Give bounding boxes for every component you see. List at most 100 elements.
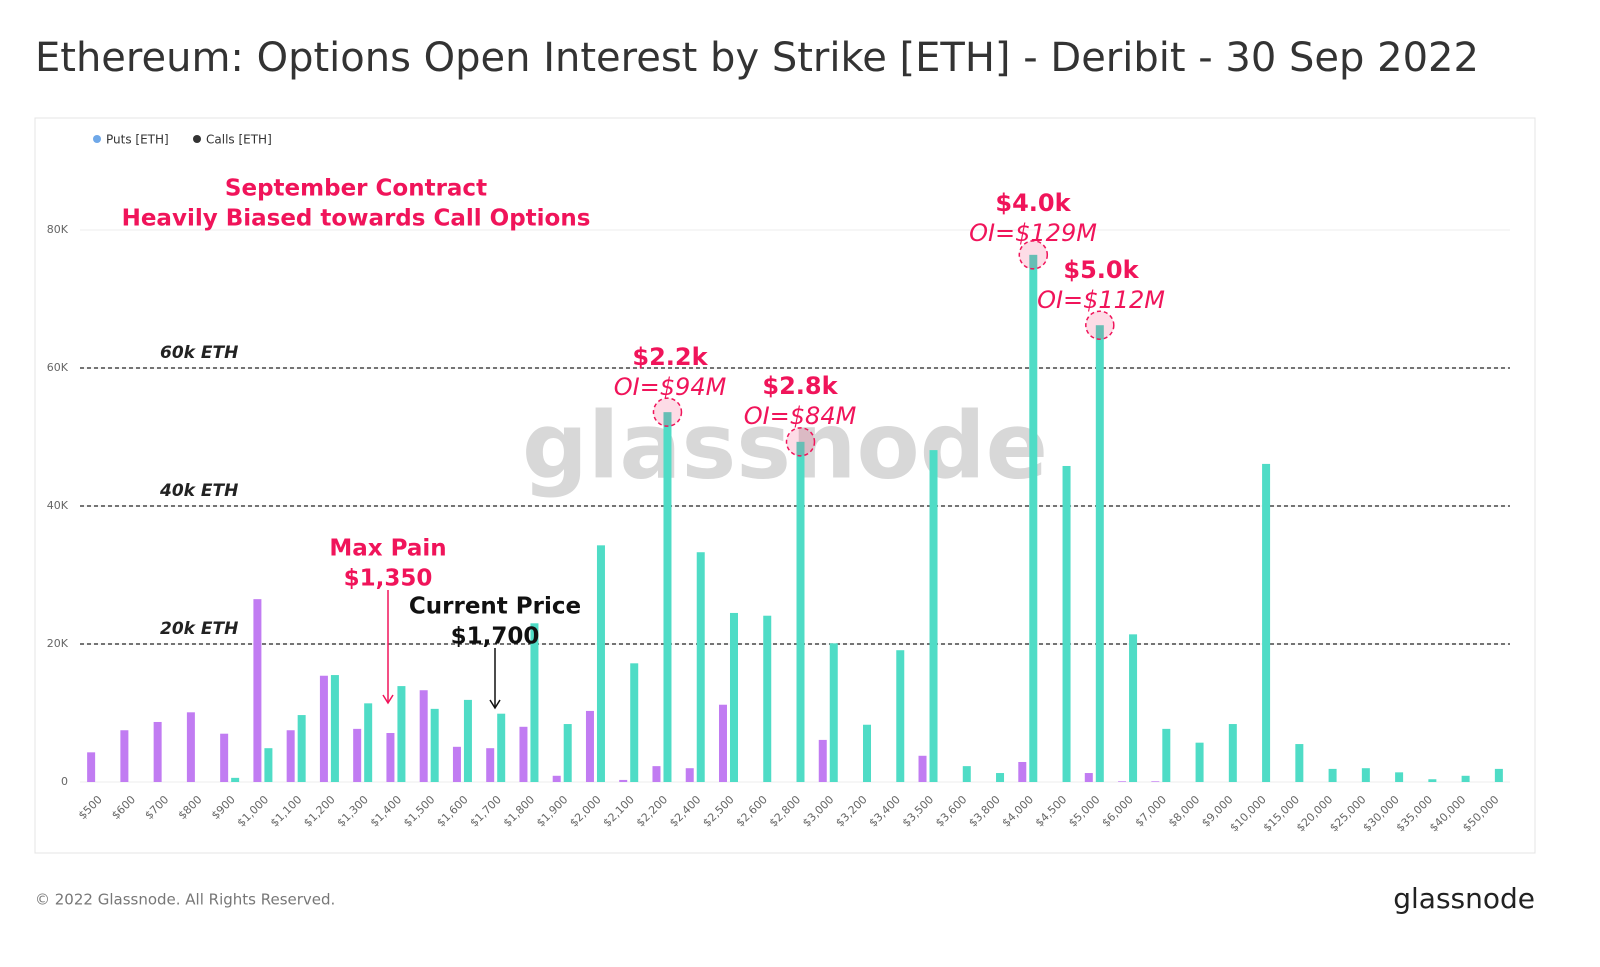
logo: glassnode bbox=[1393, 882, 1535, 915]
bar bbox=[818, 739, 827, 782]
y-tick-label: 40K bbox=[47, 499, 69, 512]
highlight-circle bbox=[1018, 240, 1049, 270]
bar bbox=[663, 412, 672, 782]
bar bbox=[330, 675, 339, 782]
annotation: $1,350 bbox=[344, 566, 433, 592]
bar bbox=[1151, 781, 1160, 782]
reference-label: 20k ETH bbox=[160, 619, 238, 639]
bar bbox=[386, 733, 395, 782]
bar bbox=[87, 752, 96, 782]
bar bbox=[1095, 325, 1104, 782]
bar bbox=[430, 708, 439, 782]
bar bbox=[796, 441, 805, 782]
bar bbox=[1395, 772, 1404, 782]
annotation: Heavily Biased towards Call Options bbox=[122, 206, 591, 232]
bar bbox=[186, 712, 195, 782]
bar bbox=[153, 721, 162, 782]
annotation: Current Price bbox=[409, 594, 581, 620]
bar bbox=[1018, 761, 1027, 782]
annotation: $2.2k bbox=[632, 343, 708, 371]
bar bbox=[996, 773, 1005, 782]
arrow-head bbox=[489, 699, 501, 710]
annotation: $1,700 bbox=[451, 624, 540, 650]
bar bbox=[519, 726, 528, 782]
arrow-head bbox=[382, 694, 394, 705]
bar bbox=[929, 450, 938, 782]
bar bbox=[918, 755, 927, 782]
bar bbox=[297, 715, 306, 782]
bar bbox=[1162, 728, 1171, 782]
legend-label: Puts [ETH] bbox=[106, 133, 169, 147]
watermark: glassnode bbox=[522, 392, 1048, 499]
bar bbox=[630, 663, 639, 782]
highlight-circle bbox=[652, 397, 683, 427]
bar bbox=[1328, 768, 1337, 782]
annotation: Max Pain bbox=[329, 536, 446, 562]
bar bbox=[1295, 744, 1304, 782]
reference-label: 40k ETH bbox=[159, 481, 238, 501]
bar bbox=[497, 713, 506, 782]
bar bbox=[253, 599, 262, 782]
annotation: OI=$84M bbox=[744, 402, 857, 430]
bar bbox=[120, 730, 129, 782]
bar bbox=[729, 612, 738, 782]
footer: © 2022 Glassnode. All Rights Reserved. bbox=[35, 891, 335, 909]
bar bbox=[319, 675, 328, 782]
y-tick-label: 60K bbox=[47, 361, 69, 374]
bar bbox=[652, 766, 661, 782]
y-tick-label: 80K bbox=[47, 223, 69, 236]
bar bbox=[364, 703, 373, 782]
bar bbox=[1361, 768, 1370, 782]
bar bbox=[1084, 773, 1093, 782]
annotation: OI=$129M bbox=[969, 219, 1097, 247]
bar bbox=[1228, 724, 1237, 782]
bar bbox=[1118, 781, 1127, 782]
bar bbox=[1129, 634, 1138, 782]
bar bbox=[863, 724, 872, 782]
highlight-circle bbox=[1085, 310, 1115, 340]
bar bbox=[1428, 779, 1437, 782]
bar bbox=[585, 710, 594, 782]
bar bbox=[1461, 775, 1470, 782]
annotation: $4.0k bbox=[995, 189, 1071, 217]
bar bbox=[486, 748, 495, 782]
bar bbox=[1029, 254, 1038, 783]
bar bbox=[1262, 463, 1271, 782]
annotation: $5.0k bbox=[1063, 256, 1139, 284]
reference-label: 60k ETH bbox=[160, 343, 238, 363]
bar bbox=[419, 690, 428, 782]
annotation: OI=$112M bbox=[1037, 286, 1165, 314]
bar bbox=[264, 748, 273, 782]
bar bbox=[1062, 465, 1071, 782]
bar bbox=[619, 779, 628, 782]
bar bbox=[1494, 768, 1503, 782]
bar bbox=[563, 724, 572, 782]
bar bbox=[353, 728, 362, 782]
bar bbox=[896, 650, 905, 782]
bar bbox=[463, 699, 472, 782]
chart-title: Ethereum: Options Open Interest by Strik… bbox=[35, 35, 1479, 81]
bar bbox=[829, 643, 838, 782]
bar bbox=[596, 545, 605, 782]
bar bbox=[696, 552, 705, 782]
legend-marker bbox=[93, 135, 101, 143]
annotation: $2.8k bbox=[762, 372, 838, 400]
bar bbox=[452, 746, 461, 782]
bar bbox=[552, 775, 561, 782]
bar bbox=[286, 730, 295, 782]
annotation: OI=$94M bbox=[614, 373, 727, 401]
bar bbox=[962, 766, 971, 782]
y-tick-label: 0 bbox=[61, 775, 68, 788]
legend-marker bbox=[193, 135, 201, 143]
annotation: September Contract bbox=[225, 176, 487, 202]
bar bbox=[1195, 742, 1204, 782]
bar bbox=[763, 615, 772, 782]
y-tick-label: 20K bbox=[47, 637, 69, 650]
bar bbox=[220, 733, 229, 782]
legend-label: Calls [ETH] bbox=[206, 133, 272, 147]
bar bbox=[397, 686, 406, 782]
bar bbox=[718, 704, 727, 782]
bar bbox=[530, 623, 539, 782]
